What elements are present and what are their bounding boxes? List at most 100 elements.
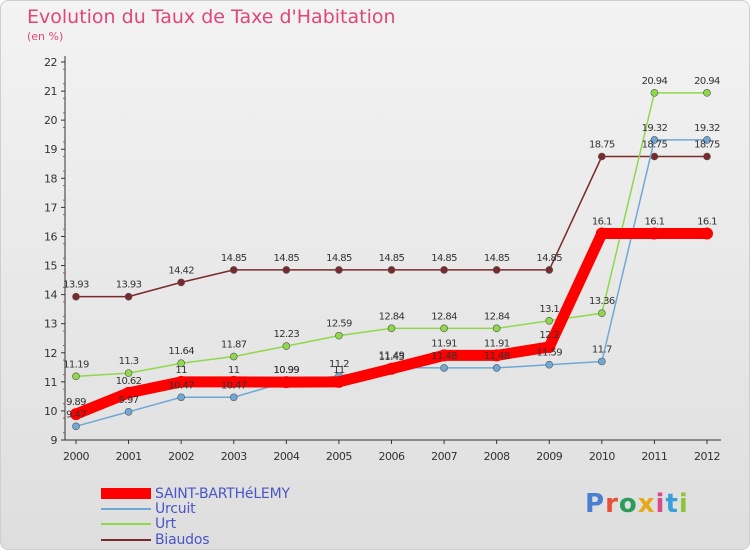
data-point [72, 292, 80, 301]
data-label: 14.85 [274, 253, 300, 264]
data-label: 11.48 [431, 351, 457, 362]
y-tick-label: 20 [44, 114, 57, 127]
data-label: 14.85 [484, 253, 510, 264]
data-point [282, 266, 291, 274]
data-point [387, 324, 396, 333]
data-label: 9.97 [119, 395, 139, 406]
data-point [72, 372, 80, 381]
logo-letter: x [637, 489, 656, 519]
data-point [229, 393, 238, 402]
data-label: 16.1 [697, 217, 717, 228]
data-label: 12.84 [484, 311, 510, 322]
legend-label: Urt [155, 515, 176, 532]
data-point [335, 266, 343, 274]
data-label: 14.85 [536, 253, 562, 264]
data-label: 18.75 [642, 140, 668, 151]
legend-item: SAINT-BARTHéLEMY [101, 486, 290, 502]
legend-swatch [101, 522, 151, 525]
data-point [177, 278, 185, 287]
x-tick-label: 2008 [484, 450, 510, 463]
data-point [124, 369, 133, 377]
data-label: 14.85 [221, 253, 247, 264]
y-tick-label: 22 [44, 56, 57, 69]
data-point [703, 136, 711, 144]
data-point [440, 324, 448, 333]
data-label: 11 [175, 365, 187, 376]
chart-subtitle: (en %) [27, 30, 64, 43]
x-tick-label: 2005 [326, 450, 352, 463]
data-label: 12.59 [326, 319, 352, 330]
y-tick-label: 13 [44, 318, 57, 331]
x-tick-label: 2000 [63, 450, 89, 463]
data-label: 13.93 [63, 280, 89, 291]
data-label: 13.1 [539, 304, 559, 315]
x-tick-label: 2006 [379, 450, 405, 463]
chart-title: Evolution du Taux de Taxe d'Habitation [27, 6, 396, 28]
data-label: 12.84 [379, 311, 405, 322]
data-point [229, 352, 238, 361]
data-point [598, 309, 606, 318]
data-point [440, 266, 448, 274]
legend-swatch [101, 538, 151, 541]
data-point [229, 266, 238, 274]
data-label: 11 [228, 365, 240, 376]
data-point [703, 89, 711, 97]
data-label: 11.87 [221, 340, 247, 351]
data-label: 13.36 [589, 296, 615, 307]
y-tick-label: 14 [44, 289, 57, 302]
data-point [543, 340, 556, 353]
data-label: 12.84 [431, 311, 457, 322]
data-point [492, 266, 501, 274]
data-point [598, 152, 606, 161]
x-tick-label: 2009 [536, 450, 562, 463]
data-label: 11.49 [379, 351, 405, 362]
data-point [492, 364, 501, 372]
y-tick-label: 21 [44, 85, 57, 98]
data-label: 10.99 [274, 365, 300, 376]
data-label: 10.47 [168, 380, 194, 391]
data-point [124, 292, 133, 301]
x-tick-label: 2001 [116, 450, 142, 463]
legend-item: Urcuit [101, 500, 196, 517]
logo-letter: o [618, 489, 638, 519]
data-point [650, 89, 659, 97]
data-point [177, 393, 185, 402]
y-tick-label: 15 [44, 260, 57, 273]
data-label: 11.91 [431, 338, 457, 349]
logo-letter: i [655, 489, 666, 519]
data-label: 12.2 [539, 330, 559, 341]
data-label: 11.59 [536, 348, 562, 359]
x-tick-label: 2003 [221, 450, 247, 463]
data-label: 19.32 [642, 123, 668, 134]
logo-letter: i [678, 489, 689, 519]
data-point [385, 362, 398, 375]
y-tick-label: 17 [44, 201, 57, 214]
logo-letter: r [605, 489, 619, 519]
data-label: 20.94 [642, 76, 668, 87]
data-label: 16.1 [592, 217, 612, 228]
legend-item: Urt [101, 515, 176, 532]
x-tick-label: 2002 [168, 450, 194, 463]
legend-swatch [101, 488, 151, 499]
data-label: 11 [333, 365, 345, 376]
data-label: 14.42 [168, 265, 194, 276]
data-point [650, 136, 659, 144]
data-point [72, 422, 80, 431]
data-point [387, 266, 396, 274]
data-point [703, 152, 711, 161]
x-tick-label: 2012 [694, 450, 720, 463]
logo-letter: t [665, 489, 679, 519]
data-label: 11.7 [592, 344, 612, 355]
legend-label: Urcuit [155, 500, 196, 517]
data-label: 11.3 [119, 356, 139, 367]
x-tick-label: 2011 [641, 450, 667, 463]
data-label: 18.75 [589, 140, 615, 151]
data-point [122, 386, 135, 399]
data-label: 11.48 [484, 351, 510, 362]
data-label: 20.94 [694, 76, 720, 87]
x-tick-label: 2004 [273, 450, 299, 463]
y-tick-label: 9 [51, 434, 58, 447]
data-point [335, 331, 343, 340]
data-point [227, 375, 240, 388]
